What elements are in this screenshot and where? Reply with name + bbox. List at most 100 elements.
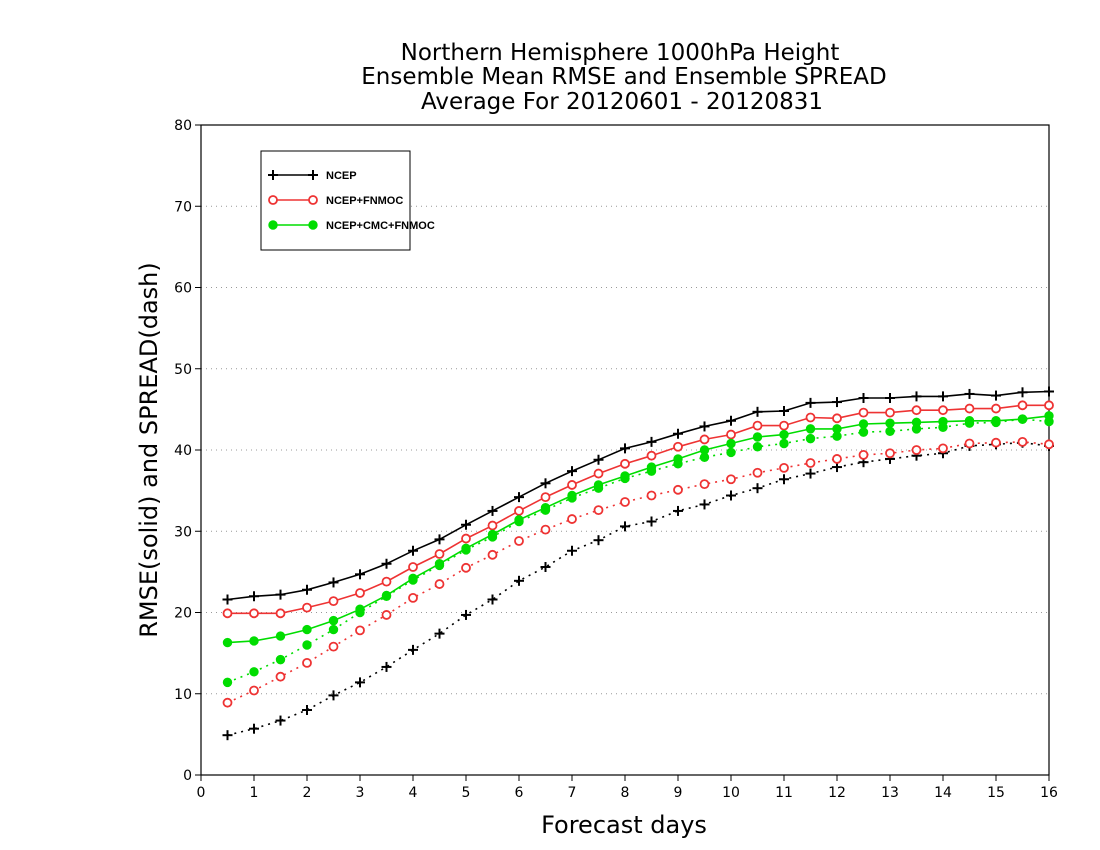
legend-marker-right xyxy=(308,195,318,205)
data-point-ncep-spread xyxy=(620,521,630,532)
data-point-ncep-fnmoc-rmse xyxy=(328,596,339,607)
y-tick-label: 10 xyxy=(174,687,192,703)
data-point-ncep-cmc-fnmoc-spread xyxy=(752,442,763,452)
chart-title-line-2: Ensemble Mean RMSE and Ensemble SPREAD xyxy=(361,64,886,90)
y-tick-label: 30 xyxy=(174,524,192,540)
legend-marker-right xyxy=(308,220,318,230)
data-point-ncep-spread xyxy=(752,483,763,494)
x-tick-label: 14 xyxy=(934,785,952,801)
x-tick-label: 10 xyxy=(722,785,740,801)
data-point-ncep-cmc-fnmoc-spread xyxy=(461,545,471,555)
x-tick-label: 12 xyxy=(828,785,846,801)
data-point-ncep-cmc-fnmoc-spread xyxy=(938,422,948,432)
data-point-ncep-cmc-fnmoc-rmse xyxy=(249,636,259,646)
data-point-ncep-fnmoc-spread xyxy=(620,497,630,507)
x-tick-label: 8 xyxy=(621,785,630,801)
legend-entry-ncep-fnmoc: NCEP+FNMOC xyxy=(268,195,403,207)
y-tick-label: 70 xyxy=(174,199,192,215)
data-point-ncep-cmc-fnmoc-spread xyxy=(885,426,895,437)
data-point-ncep-spread xyxy=(593,535,604,546)
data-point-ncep-fnmoc-spread xyxy=(964,438,975,449)
data-point-ncep-cmc-fnmoc-spread xyxy=(593,483,604,493)
data-point-ncep-cmc-fnmoc-spread xyxy=(487,532,498,542)
data-point-ncep-rmse xyxy=(567,466,577,477)
legend-label: NCEP+CMC+FNMOC xyxy=(326,220,435,232)
data-point-ncep-fnmoc-spread xyxy=(938,443,948,454)
data-point-ncep-fnmoc-rmse xyxy=(487,520,498,531)
data-point-ncep-spread xyxy=(514,575,524,586)
data-point-ncep-fnmoc-rmse xyxy=(1044,400,1054,411)
data-point-ncep-rmse xyxy=(620,443,630,454)
data-point-ncep-cmc-fnmoc-spread xyxy=(1044,416,1054,427)
data-point-ncep-spread xyxy=(646,516,657,527)
y-tick-label: 20 xyxy=(174,606,192,622)
data-point-ncep-spread xyxy=(302,705,312,715)
data-point-ncep-fnmoc-rmse xyxy=(222,608,233,619)
x-tick-label: 15 xyxy=(987,785,1005,801)
data-point-ncep-fnmoc-spread xyxy=(302,657,312,668)
y-tick-label: 0 xyxy=(183,768,192,784)
data-point-ncep-fnmoc-rmse xyxy=(1017,400,1028,411)
data-point-ncep-rmse xyxy=(885,393,895,403)
data-point-ncep-spread xyxy=(434,628,445,639)
data-point-ncep-cmc-fnmoc-spread xyxy=(249,667,259,677)
data-point-ncep-fnmoc-spread xyxy=(646,490,657,501)
x-tick-label: 9 xyxy=(674,785,683,801)
data-point-ncep-fnmoc-spread xyxy=(991,437,1001,448)
y-axis-label: RMSE(solid) and SPREAD(dash) xyxy=(135,262,163,638)
data-point-ncep-fnmoc-spread xyxy=(699,479,710,490)
data-point-ncep-fnmoc-spread xyxy=(885,448,895,459)
data-point-ncep-cmc-fnmoc-spread xyxy=(726,447,736,458)
data-point-ncep-fnmoc-spread xyxy=(328,641,339,652)
data-point-ncep-rmse xyxy=(779,406,789,416)
data-point-ncep-fnmoc-rmse xyxy=(355,588,365,598)
legend-entry-ncep: NCEP xyxy=(268,170,357,182)
data-point-ncep-cmc-fnmoc-rmse xyxy=(858,419,869,429)
data-point-ncep-rmse xyxy=(249,591,259,602)
data-point-ncep-fnmoc-spread xyxy=(222,697,233,708)
data-point-ncep-cmc-fnmoc-spread xyxy=(911,424,922,434)
data-point-ncep-cmc-fnmoc-spread xyxy=(567,493,577,503)
data-point-ncep-fnmoc-rmse xyxy=(275,608,286,619)
data-point-ncep-fnmoc-spread xyxy=(673,484,683,495)
x-tick-label: 6 xyxy=(515,785,524,801)
data-point-ncep-cmc-fnmoc-spread xyxy=(673,459,683,469)
data-point-ncep-cmc-fnmoc-rmse xyxy=(726,438,736,449)
y-tick-label: 50 xyxy=(174,362,192,378)
x-tick-label: 13 xyxy=(881,785,899,801)
x-tick-label: 11 xyxy=(775,785,793,801)
data-point-ncep-fnmoc-spread xyxy=(408,592,418,603)
data-point-ncep-rmse xyxy=(487,505,498,516)
data-point-ncep-cmc-fnmoc-rmse xyxy=(222,637,233,648)
legend-marker-left xyxy=(268,220,278,230)
data-point-ncep-fnmoc-spread xyxy=(249,685,259,696)
data-point-ncep-fnmoc-spread xyxy=(540,524,551,535)
data-point-ncep-fnmoc-rmse xyxy=(620,458,630,469)
data-point-ncep-cmc-fnmoc-rmse xyxy=(328,615,339,626)
x-tick-label: 7 xyxy=(568,785,577,801)
series-ncep-spread-line xyxy=(227,441,1050,736)
data-point-ncep-cmc-fnmoc-spread xyxy=(328,624,339,635)
data-point-ncep-fnmoc-rmse xyxy=(302,602,312,613)
x-tick-label: 5 xyxy=(462,785,471,801)
data-point-ncep-spread xyxy=(355,677,365,688)
data-point-ncep-fnmoc-spread xyxy=(911,445,922,455)
data-point-ncep-fnmoc-spread xyxy=(381,610,392,620)
data-point-ncep-cmc-fnmoc-rmse xyxy=(779,429,789,440)
data-point-ncep-spread xyxy=(673,505,683,516)
data-point-ncep-rmse xyxy=(699,421,710,432)
data-point-ncep-cmc-fnmoc-spread xyxy=(381,591,392,601)
data-point-ncep-cmc-fnmoc-spread xyxy=(540,505,551,515)
data-point-ncep-fnmoc-rmse xyxy=(593,468,604,479)
data-point-ncep-fnmoc-rmse xyxy=(249,608,259,619)
y-tick-label: 40 xyxy=(174,443,192,459)
data-point-ncep-fnmoc-rmse xyxy=(540,492,551,503)
data-point-ncep-cmc-fnmoc-spread xyxy=(964,418,975,428)
data-point-ncep-fnmoc-spread xyxy=(275,671,286,682)
data-point-ncep-spread xyxy=(275,715,286,726)
data-point-ncep-fnmoc-rmse xyxy=(381,576,392,587)
data-point-ncep-cmc-fnmoc-spread xyxy=(779,438,789,449)
data-point-ncep-fnmoc-spread xyxy=(726,474,736,485)
data-point-ncep-fnmoc-spread xyxy=(487,549,498,560)
data-point-ncep-cmc-fnmoc-rmse xyxy=(805,424,816,434)
